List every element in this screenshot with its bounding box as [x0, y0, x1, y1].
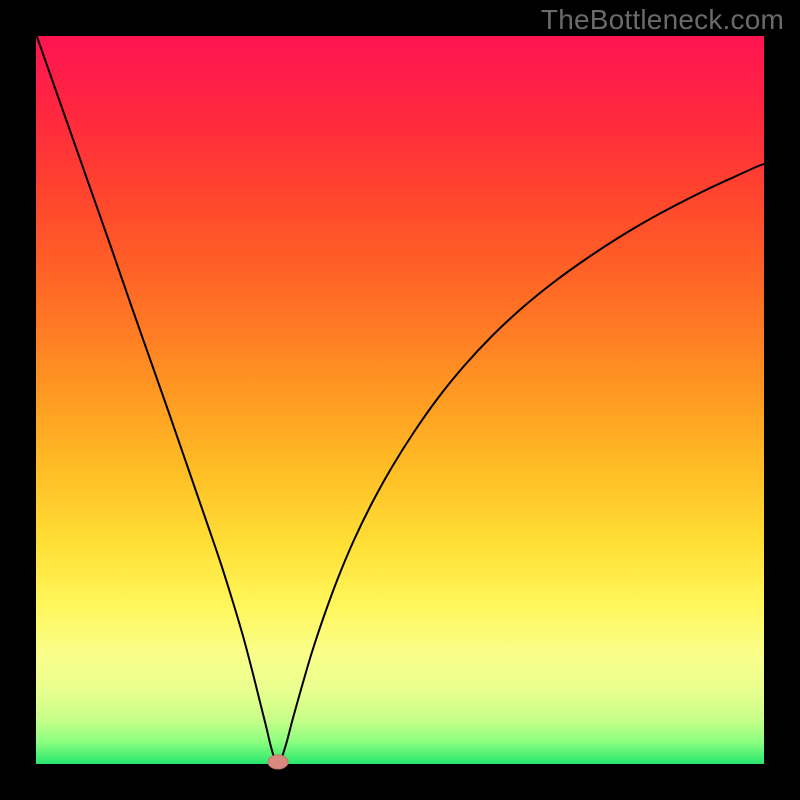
optimal-point-marker	[268, 755, 288, 769]
chart-container: TheBottleneck.com	[0, 0, 800, 800]
bottleneck-curve-chart	[0, 0, 800, 800]
watermark-text: TheBottleneck.com	[541, 4, 784, 36]
plot-area-gradient	[36, 36, 764, 764]
